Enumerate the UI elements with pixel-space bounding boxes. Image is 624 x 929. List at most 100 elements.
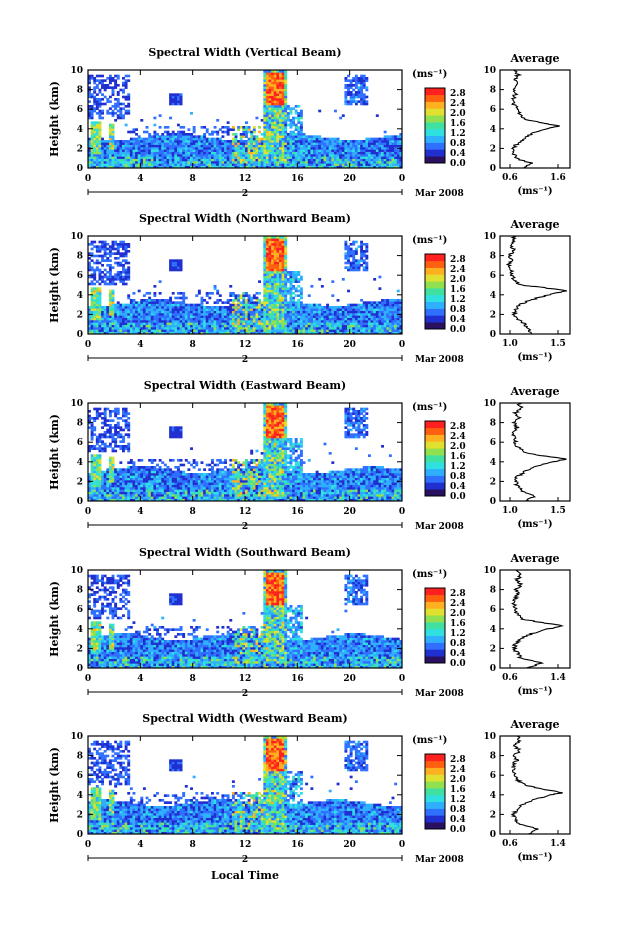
heatmap-cell bbox=[95, 331, 99, 335]
heatmap-cell bbox=[326, 329, 330, 332]
heatmap-cell bbox=[122, 331, 125, 335]
heatmap-cell bbox=[299, 324, 303, 328]
heatmap-cell bbox=[310, 320, 314, 323]
heatmap-cell bbox=[98, 278, 102, 281]
heatmap-cell bbox=[137, 163, 141, 166]
heatmap-cell bbox=[349, 86, 353, 89]
heatmap-cell bbox=[190, 306, 193, 309]
heatmap-cell bbox=[135, 133, 139, 136]
heatmap-cell bbox=[137, 165, 141, 169]
heatmap-cell bbox=[347, 303, 350, 307]
heatmap-cell bbox=[190, 327, 193, 330]
heatmap-cell bbox=[135, 306, 139, 309]
heatmap-cell bbox=[281, 259, 285, 262]
heatmap-cell bbox=[98, 154, 102, 157]
heatmap-cell bbox=[229, 310, 233, 314]
heatmap-cell bbox=[145, 301, 149, 304]
heatmap-cell bbox=[347, 250, 350, 253]
heatmap-cell bbox=[352, 320, 356, 323]
heatmap-cell bbox=[90, 259, 94, 262]
heatmap-cell bbox=[281, 135, 285, 138]
heatmap-cell bbox=[163, 158, 167, 162]
heatmap-cell bbox=[344, 254, 348, 258]
heatmap-cell bbox=[239, 144, 243, 148]
heatmap-cell bbox=[281, 331, 285, 335]
heatmap-cell bbox=[391, 306, 395, 309]
heatmap-cell bbox=[365, 100, 369, 103]
heatmap-cell bbox=[399, 303, 403, 307]
heatmap-cell bbox=[263, 254, 267, 258]
heatmap-cell bbox=[265, 119, 269, 122]
heatmap-cell bbox=[313, 165, 316, 169]
heatmap-cell bbox=[383, 154, 387, 157]
heatmap-cell bbox=[190, 149, 193, 152]
heatmap-cell bbox=[279, 107, 282, 110]
heatmap-cell bbox=[176, 130, 180, 134]
heatmap-cell bbox=[90, 151, 94, 155]
heatmap-cell bbox=[124, 243, 128, 246]
heatmap-cell bbox=[284, 81, 288, 85]
heatmap-cell bbox=[247, 294, 251, 297]
heatmap-cell bbox=[88, 77, 91, 80]
heatmap-cell bbox=[169, 156, 173, 159]
heatmap-cell bbox=[284, 315, 288, 318]
heatmap-cell bbox=[307, 163, 311, 166]
heatmap-cell bbox=[224, 165, 227, 169]
heatmap-cell bbox=[373, 301, 377, 304]
heatmap-cell bbox=[150, 327, 154, 330]
heatmap-cell bbox=[279, 116, 282, 120]
heatmap-cell bbox=[352, 163, 356, 166]
heatmap-cell bbox=[93, 417, 97, 420]
heatmap-cell bbox=[127, 95, 131, 99]
heatmap-cell bbox=[103, 282, 107, 286]
heatmap-cell bbox=[103, 268, 107, 272]
colorbar-tick-label: 0.0 bbox=[450, 159, 466, 169]
heatmap-cell bbox=[354, 324, 358, 328]
heatmap-cell bbox=[169, 324, 173, 328]
heatmap-cell bbox=[197, 303, 201, 307]
heatmap-cell bbox=[179, 317, 183, 321]
heatmap-cell bbox=[344, 149, 348, 152]
heatmap-cell bbox=[349, 79, 353, 82]
heatmap-cell bbox=[273, 259, 277, 262]
heatmap-cell bbox=[265, 107, 269, 110]
heatmap-cell bbox=[286, 313, 290, 316]
heatmap-cell bbox=[106, 165, 110, 169]
heatmap-cell bbox=[171, 268, 175, 272]
heatmap-cell bbox=[367, 142, 371, 145]
heatmap-cell bbox=[268, 236, 272, 239]
heatmap-cell bbox=[365, 158, 369, 162]
heatmap-cell bbox=[111, 123, 115, 127]
heatmap-cell bbox=[108, 292, 112, 295]
heatmap-cell bbox=[224, 126, 227, 129]
heatmap-cell bbox=[292, 317, 296, 321]
heatmap-cell bbox=[326, 306, 330, 309]
heatmap-cell bbox=[161, 142, 165, 145]
heatmap-cell bbox=[174, 322, 178, 325]
heatmap-cell bbox=[386, 303, 390, 307]
heatmap-cell bbox=[284, 135, 288, 138]
heatmap-cell bbox=[98, 484, 102, 488]
heatmap-cell bbox=[263, 264, 267, 267]
heatmap-cell bbox=[305, 161, 309, 164]
heatmap-cell bbox=[226, 161, 230, 164]
heatmap-cell bbox=[360, 91, 364, 94]
heatmap-cell bbox=[396, 140, 400, 143]
heatmap-cell bbox=[195, 315, 199, 318]
heatmap-cell bbox=[93, 308, 97, 311]
heatmap-cell bbox=[271, 95, 275, 99]
heatmap-cell bbox=[124, 313, 128, 316]
heatmap-cell bbox=[286, 158, 290, 162]
heatmap-cell bbox=[237, 315, 241, 318]
heatmap-cell bbox=[268, 271, 272, 274]
heatmap-cell bbox=[90, 121, 94, 124]
heatmap-cell bbox=[310, 137, 314, 141]
heatmap-cell bbox=[331, 327, 335, 330]
heatmap-cell bbox=[93, 107, 97, 110]
heatmap-cell bbox=[108, 317, 112, 321]
heatmap-cell bbox=[90, 128, 94, 131]
heatmap-cell bbox=[362, 303, 366, 307]
heatmap-cell bbox=[284, 151, 288, 155]
heatmap-cell bbox=[386, 149, 390, 152]
heatmap-cell bbox=[192, 163, 196, 166]
